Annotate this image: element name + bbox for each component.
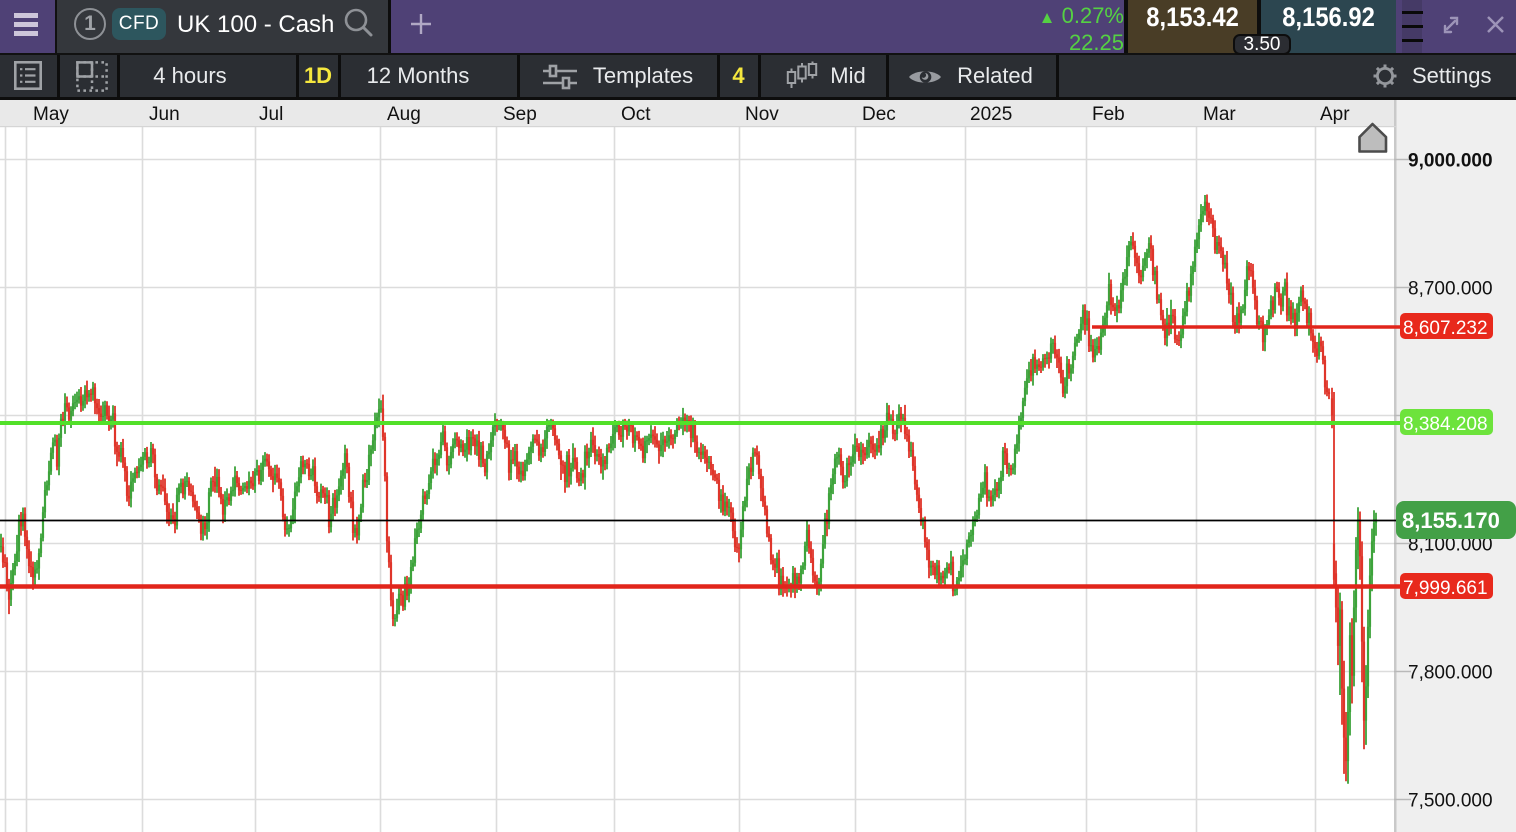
svg-text:8,155.170: 8,155.170	[1402, 508, 1500, 533]
svg-text:8,100.000: 8,100.000	[1408, 535, 1493, 556]
svg-text:Feb: Feb	[1092, 104, 1125, 125]
svg-text:8,700.000: 8,700.000	[1408, 279, 1493, 300]
svg-text:Jul: Jul	[259, 104, 283, 125]
svg-text:9,000.000: 9,000.000	[1408, 151, 1493, 172]
svg-text:7,999.661: 7,999.661	[1403, 578, 1488, 599]
svg-text:Apr: Apr	[1320, 104, 1350, 125]
svg-text:Dec: Dec	[862, 104, 896, 125]
svg-text:8,384.208: 8,384.208	[1403, 414, 1488, 435]
svg-text:May: May	[33, 104, 69, 125]
svg-text:Jun: Jun	[149, 104, 180, 125]
svg-text:Oct: Oct	[621, 104, 651, 125]
svg-text:Aug: Aug	[387, 104, 421, 125]
svg-text:7,500.000: 7,500.000	[1408, 791, 1493, 812]
svg-text:Mar: Mar	[1203, 104, 1236, 125]
svg-text:2025: 2025	[970, 104, 1012, 125]
svg-text:Sep: Sep	[503, 104, 537, 125]
svg-text:8,607.232: 8,607.232	[1403, 318, 1488, 339]
svg-text:Nov: Nov	[745, 104, 779, 125]
svg-text:7,800.000: 7,800.000	[1408, 663, 1493, 684]
